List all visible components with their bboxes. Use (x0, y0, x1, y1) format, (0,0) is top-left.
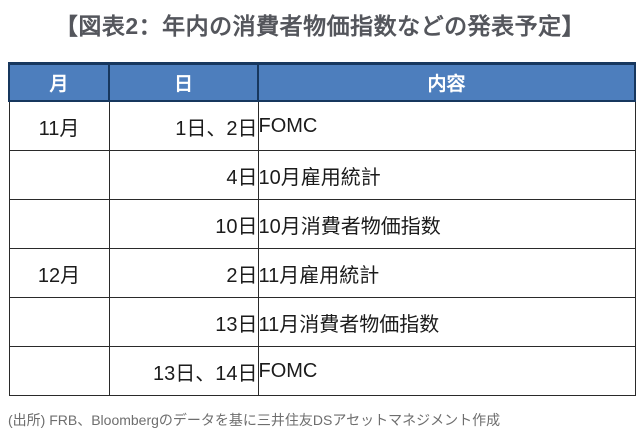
table-row: 11月 1日、2日 FOMC (8, 100, 636, 151)
content-cell: 10月消費者物価指数 (257, 199, 636, 249)
month-cell: 11月 (8, 100, 110, 151)
column-header-month: 月 (8, 62, 110, 102)
table-row: 12月 2日 11月雇用統計 (8, 248, 636, 298)
month-cell (8, 297, 110, 347)
column-header-content: 内容 (257, 62, 636, 102)
month-cell: 12月 (8, 248, 110, 298)
header-row: 月 日 内容 (8, 62, 636, 102)
table-header: 月 日 内容 (8, 62, 636, 102)
column-header-day: 日 (108, 62, 259, 102)
day-cell: 13日、14日 (108, 346, 259, 396)
table-row: 4日 10月雇用統計 (8, 150, 636, 200)
table-body: 11月 1日、2日 FOMC 4日 10月雇用統計 10日 10月消費者物価指数… (8, 100, 636, 396)
source-note: (出所) FRB、Bloombergのデータを基に三井住友DSアセットマネジメン… (8, 412, 501, 428)
month-cell (8, 150, 110, 200)
table-row: 10日 10月消費者物価指数 (8, 199, 636, 249)
announcement-schedule-table: 月 日 内容 11月 1日、2日 FOMC 4日 10月雇用統計 10日 10月… (8, 62, 636, 396)
day-cell: 1日、2日 (108, 100, 259, 151)
month-cell (8, 346, 110, 396)
content-cell: 10月雇用統計 (257, 150, 636, 200)
content-cell: 11月雇用統計 (257, 248, 636, 298)
figure-title: 【図表2：年内の消費者物価指数などの発表予定】 (54, 13, 586, 39)
table-row: 13日 11月消費者物価指数 (8, 297, 636, 347)
content-cell: FOMC (257, 100, 636, 151)
day-cell: 10日 (108, 199, 259, 249)
day-cell: 2日 (108, 248, 259, 298)
content-cell: 11月消費者物価指数 (257, 297, 636, 347)
day-cell: 4日 (108, 150, 259, 200)
day-cell: 13日 (108, 297, 259, 347)
content-cell: FOMC (257, 346, 636, 396)
table-row: 13日、14日 FOMC (8, 346, 636, 396)
month-cell (8, 199, 110, 249)
